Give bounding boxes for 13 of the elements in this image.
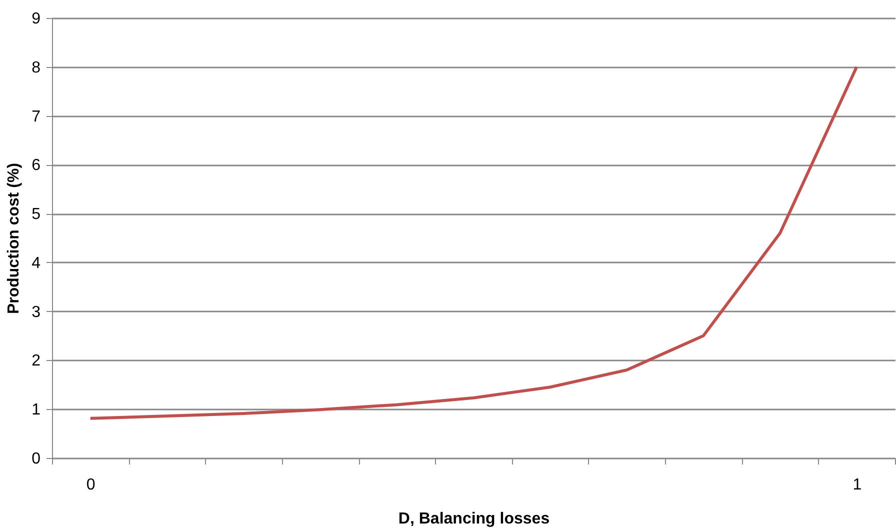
y-tick-label: 6	[32, 157, 41, 174]
y-tick-label: 3	[32, 304, 41, 321]
y-axis-title: Production cost (%)	[6, 162, 23, 314]
y-tick-label: 7	[32, 108, 41, 126]
y-tick-label: 8	[32, 59, 41, 76]
y-tick-label: 0	[32, 450, 41, 468]
y-tick-label: 5	[32, 206, 41, 224]
line-series	[88, 65, 858, 420]
x-axis-title: D, Balancing losses	[398, 510, 550, 528]
y-tick-label: 2	[32, 352, 41, 370]
y-tick-label: 9	[32, 10, 41, 28]
y-tick-label: 4	[32, 254, 41, 272]
y-tick-label: 1	[32, 402, 41, 419]
